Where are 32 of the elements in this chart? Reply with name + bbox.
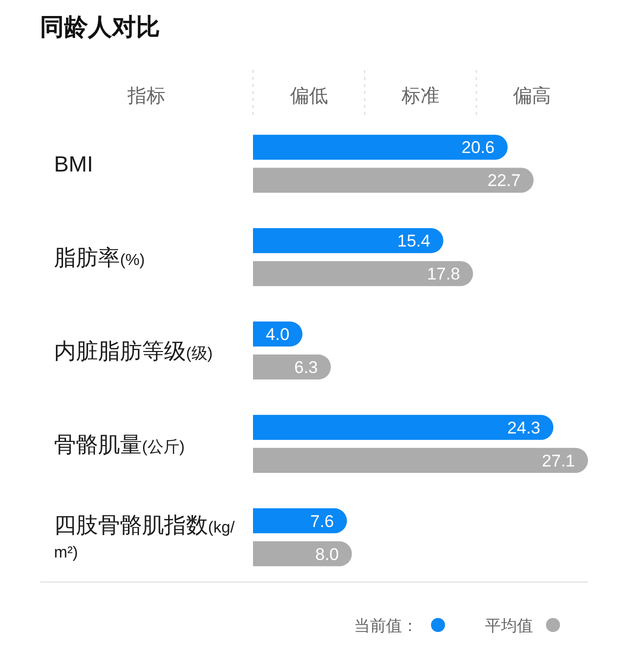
- category-label: 四肢骨骼肌指数(kg/m²): [54, 512, 235, 562]
- text: 偏高: [513, 85, 552, 107]
- bar: [253, 228, 444, 254]
- data-label: 8.0: [315, 544, 339, 564]
- text: 偏低: [290, 86, 328, 107]
- bar: [253, 354, 331, 380]
- data-label: 6.3: [294, 358, 318, 377]
- text: 指标: [126, 86, 166, 107]
- bar: [253, 508, 347, 534]
- data-label: 15.4: [397, 232, 430, 251]
- bar: [253, 134, 508, 160]
- bar: [253, 168, 534, 193]
- data-label: 24.3: [507, 418, 540, 438]
- legend-label: 当前值：: [354, 617, 418, 635]
- y-tick-label: 内脏脂肪等级(级): [54, 338, 213, 364]
- bar: [253, 261, 474, 286]
- data-label: 27.1: [542, 451, 575, 470]
- y-tick-label: BMI: [54, 152, 94, 177]
- data-label: 7.6: [310, 512, 334, 531]
- bar: [253, 448, 588, 473]
- bar: [253, 414, 554, 440]
- y-tick-label: 脂肪率(%): [54, 245, 145, 270]
- legend-label: 平均值: [485, 618, 533, 635]
- y-tick-label: 骨骼肌量(公斤): [54, 432, 185, 457]
- data-label: 4.0: [266, 325, 290, 344]
- bar: [253, 541, 352, 566]
- data-label: 20.6: [462, 138, 495, 158]
- data-label: 22.7: [488, 171, 521, 190]
- data-label: 17.8: [426, 264, 460, 284]
- bar: [253, 322, 302, 346]
- chart-title: 同龄人对比: [40, 14, 160, 41]
- text: 标准: [400, 86, 440, 107]
